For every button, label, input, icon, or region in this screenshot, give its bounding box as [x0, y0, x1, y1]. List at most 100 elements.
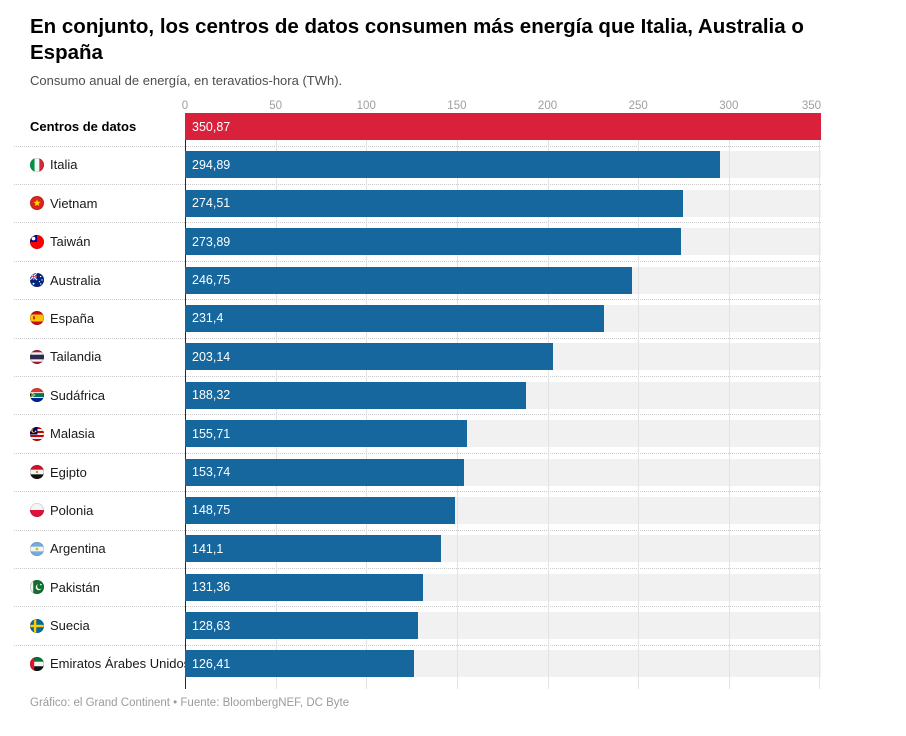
plot-cell: 148,75 [185, 496, 821, 524]
chart-row: Malasia 155,71 [14, 420, 821, 458]
bar: 153,74 [185, 458, 464, 486]
row-label: Polonia [50, 502, 94, 518]
flag-italy-icon [30, 157, 44, 172]
flag-australia-icon [30, 273, 44, 288]
bar-track: 274,51 [185, 189, 821, 217]
row-label: Centros de datos [30, 119, 137, 134]
plot-cell: 231,4 [185, 304, 821, 332]
bar-track: 246,75 [185, 266, 821, 294]
bar-track: 231,4 [185, 304, 821, 332]
bar-track: 126,41 [185, 650, 821, 678]
chart-footer: Gráfico: el Grand Continent • Fuente: Bl… [30, 696, 350, 709]
chart-row: Suecia 128,63 [14, 612, 821, 650]
x-axis: 0 50 100 150 200 250 300 350 [14, 97, 821, 113]
row-label: Suecia [50, 618, 90, 634]
bar-track: 188,32 [185, 381, 821, 409]
row-label-cell: Argentina [14, 535, 185, 562]
chart-row: Argentina 141,1 [14, 535, 821, 573]
row-label: Egipto [50, 464, 87, 480]
plot-cell: 246,75 [185, 266, 821, 294]
bar-value: 126,41 [192, 656, 231, 671]
row-label: Emiratos Árabes Unidos [50, 656, 191, 672]
bar-track: 203,14 [185, 343, 821, 371]
bar-track: 350,87 [185, 113, 821, 140]
bar: 131,36 [185, 573, 424, 601]
bar-value: 155,71 [192, 426, 231, 441]
row-label: España [50, 310, 95, 326]
row-label-cell: Polonia [14, 497, 185, 524]
plot-cell: 188,32 [185, 381, 821, 409]
axis-tick-label: 150 [447, 100, 467, 112]
flag-egypt-icon [30, 465, 44, 480]
row-label-cell: Malasia [14, 420, 185, 447]
flag-uae-icon [30, 656, 44, 671]
axis-tick-label: 250 [628, 100, 648, 112]
chart-row: Egipto 153,74 [14, 458, 821, 497]
bar-value: 188,32 [192, 388, 231, 403]
flag-vietnam-icon [30, 196, 44, 211]
chart-subtitle: Consumo anual de energía, en teravatios-… [30, 73, 343, 88]
axis-tick-label: 100 [356, 100, 376, 112]
flag-southafrica-icon [30, 388, 44, 403]
bar: 155,71 [185, 420, 468, 448]
bar: 126,41 [185, 650, 415, 678]
row-label-cell: Vietnam [14, 190, 185, 217]
flag-thailand-icon [30, 349, 44, 364]
row-label: Tailandia [50, 349, 102, 365]
bar: 188,32 [185, 381, 527, 409]
bar-value: 294,89 [192, 157, 231, 172]
bar-track: 148,75 [185, 496, 821, 524]
bar-value: 350,87 [192, 119, 231, 134]
bar-value: 246,75 [192, 273, 231, 288]
chart-row: Vietnam 274,51 [14, 189, 821, 228]
bar: 246,75 [185, 266, 633, 294]
bar-value: 148,75 [192, 503, 231, 518]
chart-row: Italia 294,89 [14, 151, 821, 189]
bar-track: 294,89 [185, 151, 821, 179]
row-label-cell: España [14, 305, 185, 332]
row-label: Argentina [50, 541, 106, 557]
plot-cell: 128,63 [185, 612, 821, 640]
row-label-cell: Pakistán [14, 574, 185, 601]
bar-value: 273,89 [192, 234, 231, 249]
row-label: Sudáfrica [50, 387, 105, 403]
flag-poland-icon [30, 503, 44, 518]
bar-track: 131,36 [185, 573, 821, 601]
bar: 148,75 [185, 496, 455, 524]
row-label: Malasia [50, 426, 95, 442]
row-label: Australia [50, 272, 101, 288]
row-label: Taiwán [50, 234, 91, 250]
row-label-cell: Italia [14, 151, 185, 178]
plot-cell: 203,14 [185, 343, 821, 371]
plot-cell: 273,89 [185, 228, 821, 256]
bar-value: 131,36 [192, 580, 231, 595]
plot-cell: 131,36 [185, 573, 821, 601]
bar: 128,63 [185, 612, 419, 640]
row-label-cell: Egipto [14, 459, 185, 486]
bar-value: 203,14 [192, 349, 231, 364]
bar-track: 141,1 [185, 535, 821, 563]
flag-pakistan-icon [30, 580, 44, 595]
bar: 203,14 [185, 343, 554, 371]
row-label-cell: Emiratos Árabes Unidos [14, 650, 190, 677]
axis-tick-label: 200 [537, 100, 558, 112]
axis-tick-label: 0 [181, 100, 189, 112]
chart-row: Tailandia 203,14 [14, 343, 821, 381]
chart-row: Pakistán 131,36 [14, 573, 821, 612]
chart-row: Emiratos Árabes Unidos 126,41 [14, 650, 821, 688]
chart-row: España 231,4 [14, 304, 821, 343]
bar: 273,89 [185, 228, 682, 256]
bar-track: 273,89 [185, 228, 821, 256]
chart-row: Australia 246,75 [14, 266, 821, 305]
bar-value: 231,4 [192, 311, 224, 326]
bar-track: 128,63 [185, 612, 821, 640]
bar: 274,51 [185, 189, 683, 217]
axis-tick-label: 350 [801, 100, 821, 112]
row-label-cell: Taiwán [14, 228, 185, 255]
bar: 231,4 [185, 304, 605, 332]
plot-cell: 126,41 [185, 650, 821, 678]
bar-value: 141,1 [192, 541, 224, 556]
plot-cell: 155,71 [185, 420, 821, 448]
bar: 294,89 [185, 151, 720, 179]
row-label-cell: Sudáfrica [14, 382, 185, 409]
